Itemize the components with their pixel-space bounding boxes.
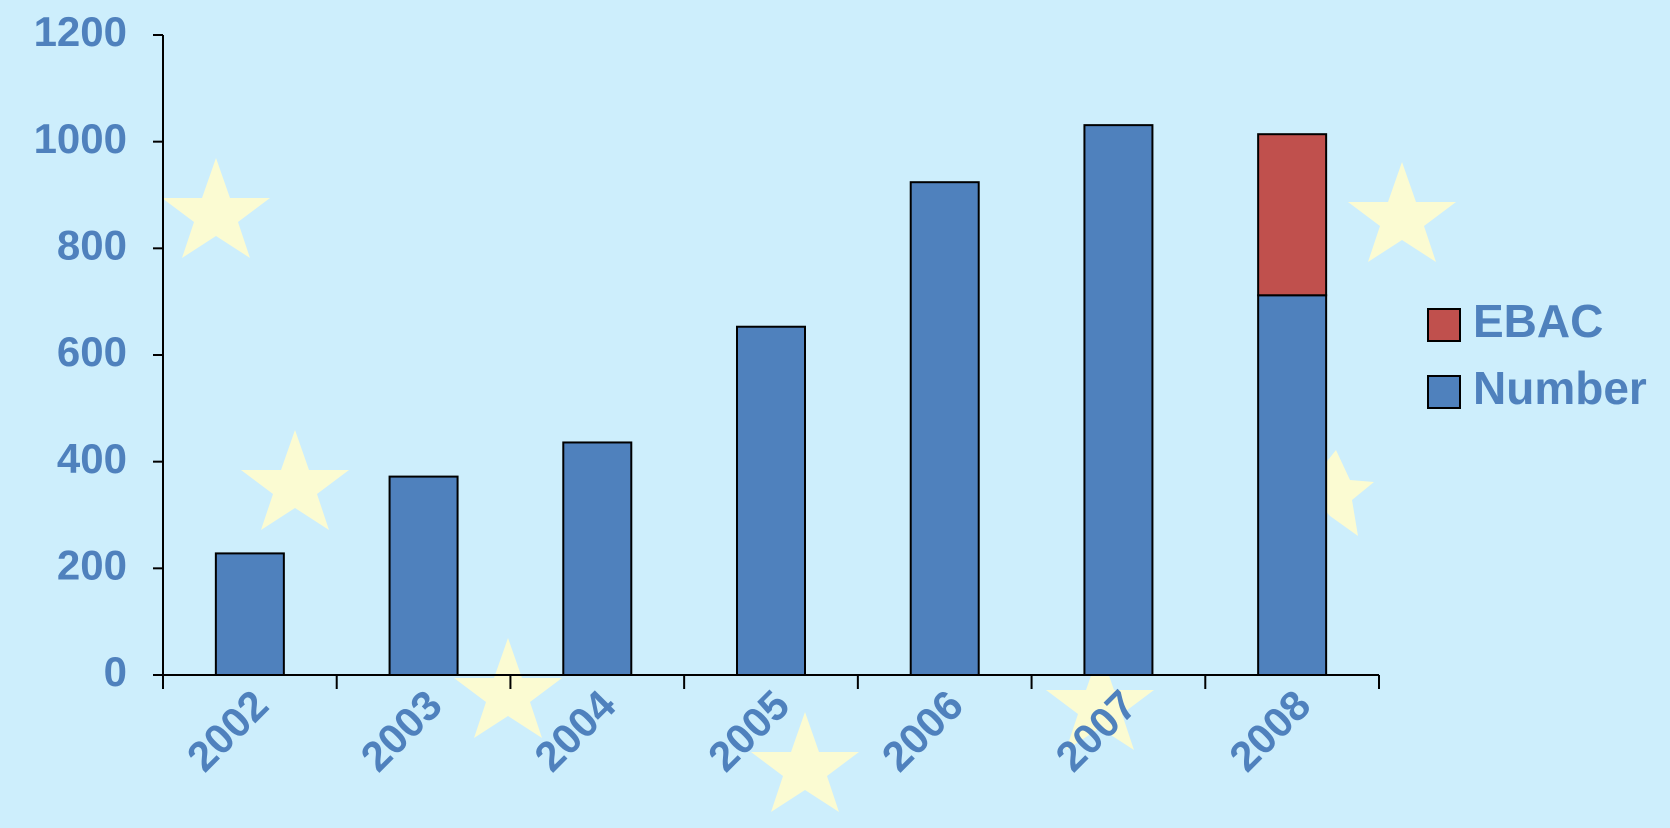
decoration-stars bbox=[162, 158, 1456, 812]
y-tick-label: 400 bbox=[57, 435, 127, 482]
y-tick-label: 0 bbox=[104, 648, 127, 695]
bar-segment bbox=[1083, 124, 1154, 676]
y-tick-label: 1200 bbox=[34, 8, 127, 55]
bar-segment bbox=[736, 325, 806, 676]
legend-swatch bbox=[1427, 308, 1461, 342]
y-tick-label: 800 bbox=[57, 221, 127, 268]
bar-segment bbox=[388, 475, 459, 676]
legend-label: Number bbox=[1473, 362, 1647, 414]
bar-segment bbox=[909, 181, 980, 676]
bar-segment bbox=[562, 441, 633, 677]
y-tick-label: 600 bbox=[57, 328, 127, 375]
y-tick-label: 1000 bbox=[34, 115, 127, 162]
legend-swatch bbox=[1427, 375, 1461, 409]
legend-label: EBAC bbox=[1473, 295, 1603, 347]
bar-segment bbox=[1257, 133, 1328, 297]
y-tick-label: 200 bbox=[57, 541, 127, 588]
bar-segment bbox=[214, 552, 285, 677]
bar-segment bbox=[1257, 294, 1328, 676]
